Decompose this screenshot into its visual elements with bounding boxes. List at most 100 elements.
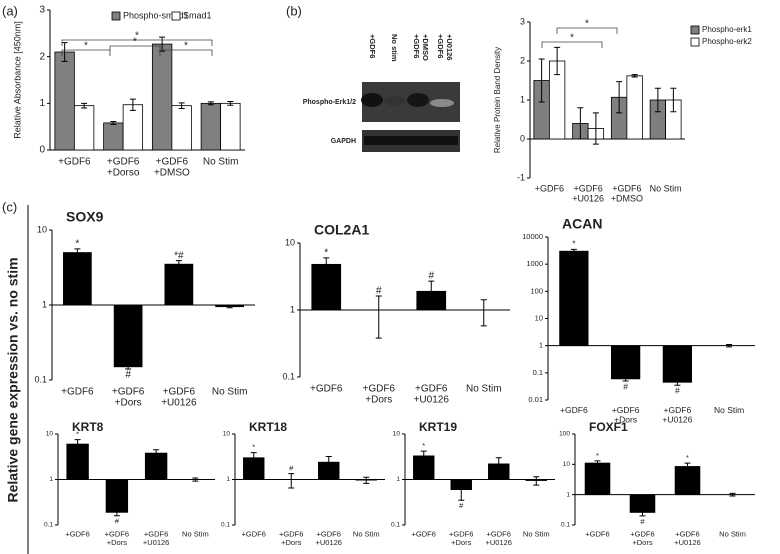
error-bar xyxy=(375,295,382,339)
y-tick-label: 0.1 xyxy=(34,374,47,384)
chart-title: FOXF1 xyxy=(589,420,628,434)
x-tick-label: +Dors xyxy=(632,538,652,547)
significance-mark: * xyxy=(572,239,576,249)
error-bar xyxy=(420,450,427,463)
x-tick-label: +GDF6 xyxy=(449,529,473,538)
x-tick-label: No Stim xyxy=(212,387,248,398)
error-bar xyxy=(74,439,81,451)
x-tick-label: +Dors xyxy=(451,538,471,547)
error-bar xyxy=(458,482,465,501)
x-tick-label: +GDF6 xyxy=(612,405,640,415)
y-tick-label: 1 xyxy=(520,94,525,104)
error-bar xyxy=(538,58,545,103)
y-tick-label: 10 xyxy=(223,431,231,438)
y-tick-label: 1 xyxy=(566,491,570,498)
x-tick-label: +Dors xyxy=(365,395,392,406)
significance-mark: # xyxy=(289,464,294,473)
y-tick-label: 1000 xyxy=(526,259,543,268)
lane-label: +GDF6 xyxy=(436,34,445,58)
x-tick-label: No Stim xyxy=(466,384,502,395)
y-tick-label: 0 xyxy=(39,145,45,156)
x-tick-label: No Stim xyxy=(714,405,744,415)
significance-bracket xyxy=(159,49,213,56)
x-tick-label: +GDF6 xyxy=(105,529,129,538)
y-tick-label: 1 xyxy=(396,476,400,483)
x-tick-label: No Stim xyxy=(182,529,209,538)
error-bar xyxy=(129,98,136,111)
error-bar xyxy=(729,492,736,497)
y-tick-label: 1 xyxy=(42,299,47,309)
chart-title: KRT19 xyxy=(419,420,457,434)
y-tick-label: 0 xyxy=(520,133,525,143)
x-tick-label: +GDF6 xyxy=(487,529,511,538)
blot-band xyxy=(384,96,406,106)
y-tick-label: 1 xyxy=(39,98,45,109)
x-tick-label: +DMSO xyxy=(611,193,643,203)
c-y-label: Relative gene expression vs. no stim xyxy=(5,257,21,502)
y-tick-label: 10 xyxy=(535,313,543,322)
bar xyxy=(171,105,192,151)
y-axis-label: Relative Absorbance [450nm] xyxy=(12,21,22,139)
x-tick-label: No Stim xyxy=(203,157,239,168)
error-bar xyxy=(113,508,120,517)
error-bar xyxy=(639,509,646,517)
error-bar xyxy=(726,344,733,348)
bar xyxy=(584,462,611,496)
bar xyxy=(63,252,92,306)
lane-label: No stim xyxy=(390,34,399,62)
blot-band xyxy=(430,99,454,107)
bar xyxy=(220,102,241,151)
significance-mark: *# xyxy=(174,250,184,261)
bar xyxy=(151,43,173,151)
x-tick-label: +GDF6 xyxy=(65,529,89,538)
y-tick-label: 10000 xyxy=(522,232,543,241)
legend-swatch xyxy=(690,37,700,47)
error-bar xyxy=(227,100,234,106)
x-tick-label: +U0126 xyxy=(161,398,197,409)
y-tick-label: 100 xyxy=(530,286,543,295)
x-tick-label: No Stim xyxy=(650,183,682,193)
y-tick-label: 0.1 xyxy=(561,522,570,529)
y-tick-label: 3 xyxy=(520,16,525,26)
x-tick-label: +U0126 xyxy=(662,414,692,424)
significance-mark: * xyxy=(686,453,689,462)
y-tick-label: 0.1 xyxy=(44,522,53,529)
blot-band xyxy=(361,93,383,107)
x-tick-label: +Dors xyxy=(107,538,127,547)
significance-mark: * xyxy=(252,443,255,452)
x-tick-label: +U0126 xyxy=(414,395,450,406)
x-tick-label: +U0126 xyxy=(316,538,342,547)
significance-mark: * xyxy=(596,451,599,460)
x-tick-label: No Stim xyxy=(719,529,746,538)
x-tick-label: +GDF6 xyxy=(585,529,609,538)
error-bar xyxy=(592,112,599,145)
x-tick-label: +GDF6 xyxy=(412,529,436,538)
bar xyxy=(54,51,75,151)
y-tick-label: 10 xyxy=(285,237,295,247)
error-bar xyxy=(554,46,561,76)
bar xyxy=(200,102,222,151)
error-bar xyxy=(226,305,233,309)
significance-mark: # xyxy=(675,385,680,395)
error-bar xyxy=(363,476,370,484)
significance-mark: * xyxy=(84,41,88,52)
x-tick-label: +GDF6 xyxy=(317,529,341,538)
bar xyxy=(103,122,124,151)
panel-label: (c) xyxy=(2,199,17,214)
error-bar xyxy=(323,257,330,274)
y-tick-label: -1 xyxy=(517,172,525,182)
x-tick-label: +GDF6 xyxy=(242,529,266,538)
significance-mark: # xyxy=(640,517,645,526)
x-tick-label: +Dors xyxy=(614,414,637,424)
error-bar xyxy=(616,81,623,114)
y-tick-label: 3 xyxy=(39,5,45,16)
y-tick-label: 10 xyxy=(393,431,401,438)
y-tick-label: 1 xyxy=(226,476,230,483)
error-bar xyxy=(428,280,435,308)
error-bar xyxy=(325,456,332,471)
bar xyxy=(662,345,693,383)
error-bar xyxy=(74,248,81,258)
y-tick-label: 10 xyxy=(46,431,54,438)
significance-mark: # xyxy=(125,370,131,381)
